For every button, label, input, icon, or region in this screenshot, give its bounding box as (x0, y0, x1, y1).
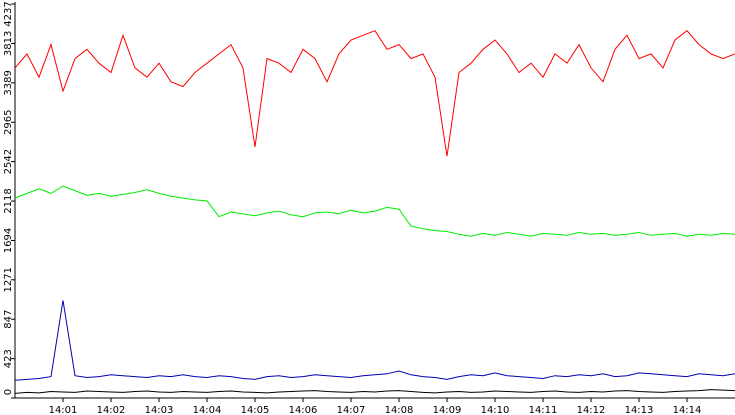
x-tick-label: 14:08 (385, 405, 414, 415)
x-tick-label: 14:09 (433, 405, 462, 415)
x-tick-label: 14:01 (49, 405, 78, 415)
y-tick-label: 847 (3, 310, 14, 329)
x-tick-label: 14:10 (481, 405, 510, 415)
x-tick-label: 14:02 (97, 405, 126, 415)
series-line (14, 300, 735, 381)
x-tick-label: 14:13 (625, 405, 654, 415)
y-tick-label: 2118 (3, 188, 14, 213)
series-line (14, 185, 735, 237)
y-tick-label: 3389 (3, 70, 14, 95)
x-tick-label: 14:07 (337, 405, 366, 415)
y-tick-label: 1271 (3, 267, 14, 292)
y-tick-label: 2542 (3, 149, 14, 174)
x-tick-label: 14:03 (145, 405, 174, 415)
y-tick-label: 0 (3, 389, 14, 395)
y-tick-label: 4237 (3, 1, 14, 26)
x-tick-label: 14:14 (673, 405, 702, 415)
x-tick-label: 14:11 (529, 405, 558, 415)
y-tick-label: 2965 (3, 110, 14, 135)
y-tick-label: 423 (3, 349, 14, 368)
x-tick-label: 14:06 (289, 405, 318, 415)
x-tick-label: 14:12 (577, 405, 606, 415)
series-line (14, 389, 735, 394)
y-tick-label: 3813 (3, 31, 14, 56)
series-line (14, 30, 735, 157)
x-tick-label: 14:05 (241, 405, 270, 415)
x-tick-label: 14:04 (193, 405, 222, 415)
y-tick-label: 1694 (3, 228, 14, 253)
